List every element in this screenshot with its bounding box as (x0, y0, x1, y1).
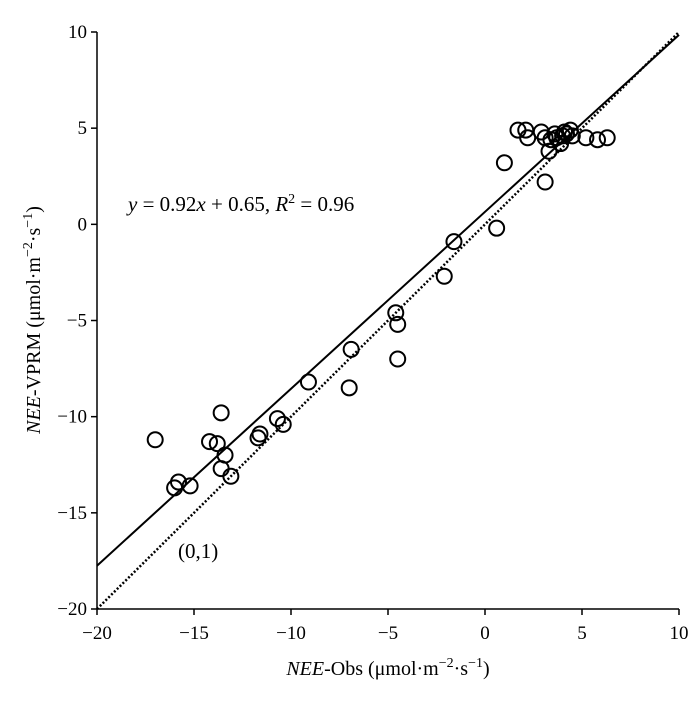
reference-lines (96, 31, 680, 610)
data-point (340, 379, 358, 397)
data-point (577, 129, 595, 147)
data-point (540, 142, 558, 160)
regression-line (96, 34, 680, 567)
regression-equation: y = 0.92x + 0.65, R2 = 0.96 (126, 192, 354, 216)
data-point (563, 127, 581, 145)
data-point (181, 477, 199, 495)
data-point (389, 315, 407, 333)
data-point (169, 473, 187, 491)
data-point (222, 467, 240, 485)
x-tick-label: 10 (670, 623, 689, 644)
x-tick-label: 5 (577, 623, 587, 644)
data-point (274, 415, 292, 433)
data-point (216, 446, 234, 464)
x-tick-label: −10 (276, 623, 306, 644)
y-tick-label: −20 (57, 599, 87, 620)
data-point (251, 425, 269, 443)
y-tick-label: −15 (57, 503, 87, 524)
data-point (387, 304, 405, 322)
data-point (552, 135, 570, 153)
data-point (495, 154, 513, 172)
data-point (536, 173, 554, 191)
data-point (445, 233, 463, 251)
data-point (146, 431, 164, 449)
y-axis-label: NEE-VPRM (μmol·m−2·s−1) (21, 206, 45, 435)
data-point (212, 404, 230, 422)
data-point (299, 373, 317, 391)
y-tick-label: 10 (68, 22, 87, 43)
data-point (342, 340, 360, 358)
y-tick-label: −5 (67, 311, 87, 332)
x-tick-label: −5 (378, 623, 398, 644)
data-point (268, 410, 286, 428)
y-tick-label: 5 (78, 118, 88, 139)
x-tick-label: −20 (82, 623, 112, 644)
x-axis-label: NEE-Obs (μmol·m−2·s−1) (285, 656, 489, 680)
data-points (146, 121, 616, 497)
data-point (201, 433, 219, 451)
data-point (208, 435, 226, 453)
y-tick-label: 0 (78, 214, 88, 235)
data-point (598, 129, 616, 147)
x-tick-label: 0 (480, 623, 490, 644)
y-tick-label: −10 (57, 407, 87, 428)
data-point (589, 131, 607, 149)
one-to-one-line (96, 31, 680, 610)
data-point (435, 267, 453, 285)
axis-ticks: −20 −15 −10 −5 0 5 10 −20 −15 −10 −5 0 5 10 (57, 22, 688, 644)
x-tick-label: −15 (179, 623, 209, 644)
data-point (389, 350, 407, 368)
reference-line-label: (0,1) (178, 539, 218, 563)
data-point (488, 219, 506, 237)
